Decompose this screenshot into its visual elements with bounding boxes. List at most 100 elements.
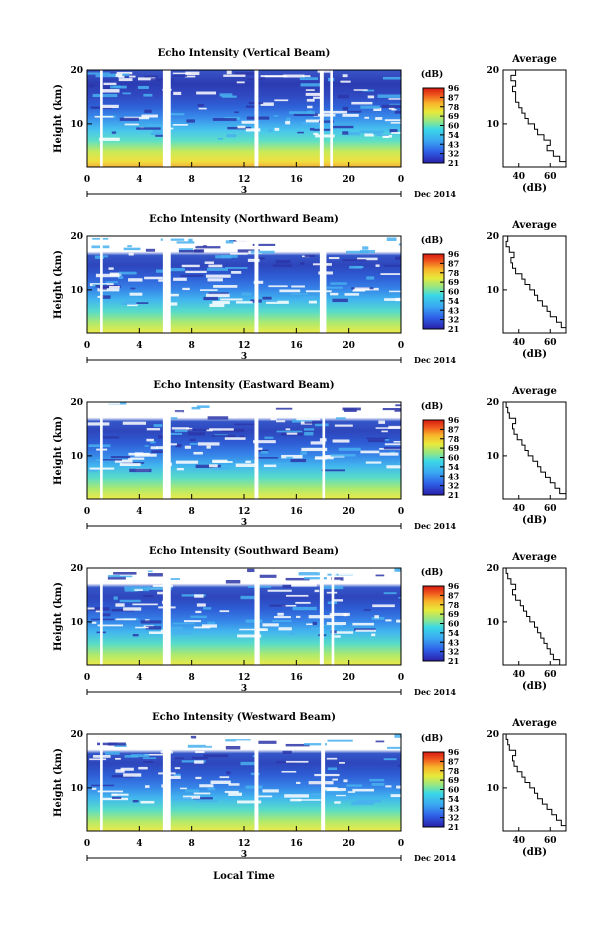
texture-streak (286, 456, 293, 459)
texture-streak (382, 407, 401, 411)
texture-streak (235, 740, 251, 743)
texture-streak (202, 607, 212, 610)
texture-streak (89, 758, 107, 761)
texture-streak (111, 793, 118, 796)
texture-streak (209, 428, 234, 431)
colorbar-tick-label: 54 (448, 130, 460, 140)
texture-streak (147, 124, 161, 128)
texture-streak (95, 74, 121, 78)
texture-streak (276, 430, 303, 433)
profile-title: Average (511, 386, 557, 397)
texture-streak (99, 287, 107, 290)
texture-streak (234, 423, 256, 426)
texture-streak (151, 450, 171, 454)
texture-streak (175, 444, 182, 448)
texture-streak (286, 432, 298, 435)
texture-streak (291, 583, 317, 587)
texture-streak (293, 113, 318, 117)
texture-streak (99, 137, 120, 141)
data-gap (254, 568, 260, 665)
x-tick-label: 4 (136, 839, 142, 849)
texture-streak (329, 612, 350, 616)
texture-streak (100, 436, 120, 439)
texture-streak (172, 75, 187, 77)
x-tick-label: 4 (136, 175, 142, 185)
texture-streak (203, 296, 219, 301)
texture-streak (262, 789, 279, 793)
texture-streak (309, 127, 315, 131)
texture-streak (384, 134, 393, 138)
colorbar-tick-label: 69 (448, 111, 460, 121)
colorbar-tick-label: 78 (448, 102, 460, 112)
x-tick-label: 0 (84, 673, 90, 683)
texture-streak (334, 631, 354, 634)
texture-streak (103, 86, 116, 89)
profile-frame (502, 567, 567, 666)
texture-streak (145, 571, 154, 574)
texture-streak (234, 72, 255, 76)
data-gap (100, 236, 103, 333)
x-tick-label: 8 (189, 507, 195, 517)
texture-streak (395, 404, 401, 407)
texture-streak (129, 468, 152, 473)
texture-streak (156, 269, 167, 273)
texture-streak (236, 81, 245, 84)
texture-streak (302, 296, 316, 299)
profile-y-tick-label: 20 (486, 232, 499, 242)
texture-streak (179, 787, 187, 790)
panel-3: Echo Intensity (Eastward Beam) 20 10 Height… (53, 380, 567, 531)
texture-streak (389, 451, 396, 454)
y-tick-label: 20 (70, 398, 83, 408)
data-gap (162, 236, 171, 333)
colorbar-tick-label: 96 (448, 415, 460, 425)
colorbar-tick-label: 43 (448, 471, 460, 481)
panel-2: Echo Intensity (Northward Beam) 20 10 Heigh… (53, 214, 567, 365)
day-label: 3 (241, 684, 247, 694)
texture-streak (195, 610, 202, 614)
data-gap (331, 568, 335, 665)
texture-streak (184, 75, 196, 78)
texture-streak (190, 741, 202, 744)
texture-streak (260, 450, 269, 454)
x-tick-label: 16 (290, 839, 303, 849)
texture-streak (195, 776, 202, 780)
day-label: 3 (241, 352, 247, 362)
texture-streak (266, 300, 289, 304)
texture-streak (342, 106, 349, 111)
texture-streak (144, 109, 152, 113)
profile-line (504, 567, 561, 665)
texture-streak (137, 740, 155, 743)
texture-streak (282, 584, 292, 588)
texture-streak (87, 83, 94, 88)
panel-title: Echo Intensity (Southward Beam) (149, 546, 339, 557)
texture-streak (359, 130, 385, 134)
texture-streak (215, 255, 232, 259)
texture-streak (220, 298, 243, 301)
texture-streak (102, 104, 119, 109)
colorbar-tick-label: 54 (448, 794, 460, 804)
texture-streak (188, 432, 205, 436)
profile-y-tick-label: 10 (486, 286, 499, 296)
x-tick-label: 0 (398, 839, 404, 849)
texture-streak (352, 290, 366, 292)
texture-streak (337, 94, 349, 99)
texture-streak (173, 631, 192, 635)
texture-streak (203, 754, 229, 758)
texture-streak (115, 603, 125, 607)
profile-x-tick-label: 40 (512, 836, 525, 846)
colorbar-unit: (dB) (421, 69, 443, 80)
y-axis-label: Height (km) (53, 84, 64, 153)
day-label: 3 (241, 186, 247, 196)
texture-streak (186, 429, 209, 431)
colorbar-tick-label: 21 (448, 822, 459, 832)
texture-streak (304, 421, 322, 424)
texture-streak (386, 465, 401, 469)
texture-streak (278, 627, 292, 631)
texture-streak (383, 264, 401, 267)
texture-streak (94, 255, 105, 259)
texture-streak (352, 622, 375, 626)
texture-streak (387, 746, 401, 749)
texture-streak (193, 451, 203, 455)
texture-streak (383, 758, 397, 761)
texture-streak (87, 72, 110, 75)
